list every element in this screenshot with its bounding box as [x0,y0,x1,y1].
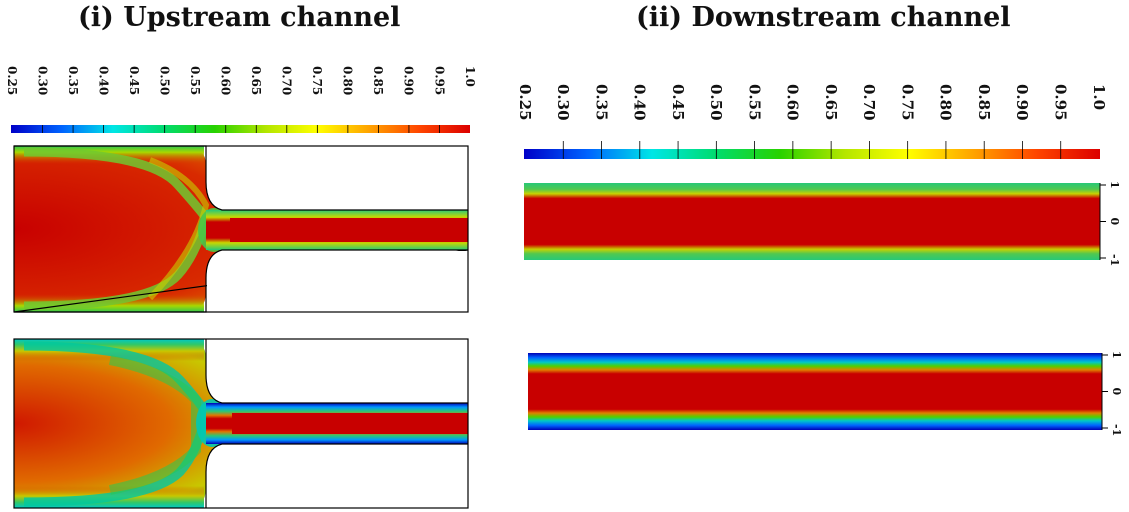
downstream-colorbar-tick-label: 0.90 [1013,84,1031,121]
upstream-colorbar-tick-label: 0.35 [66,66,80,95]
downstream-bottom-y-axis: 1 0 -1 [1102,351,1123,436]
upstream-colorbar-bar [11,125,470,133]
downstream-top-y-axis: 1 0 -1 [1100,181,1121,266]
upstream-colorbar-tick-labels: 0.25 0.30 0.35 0.40 0.45 0.50 0.55 0.60 0.65 0.70… [5,66,477,95]
upstream-colorbar-tick-label: 0.85 [371,66,385,95]
downstream-top-axis-tick-label: -1 [1108,254,1121,266]
upstream-colorbar: 0.25 0.30 0.35 0.40 0.45 0.50 0.55 0.60 0.65 0.70… [5,66,477,133]
downstream-colorbar-tick-labels: 0.25 0.30 0.35 0.40 0.45 0.50 0.55 0.60 0.65 0.70… [516,84,1108,121]
upstream-colorbar-tick-label: 0.45 [127,66,141,95]
upstream-colorbar-tick-label: 0.65 [249,66,263,95]
downstream-colorbar-tick-label: 0.80 [937,84,955,121]
upstream-colorbar-tick-label: 0.25 [5,66,19,95]
upstream-colorbar-tick-label: 0.80 [341,66,355,95]
upstream-top-domain [13,145,469,313]
downstream-colorbar-tick-label: 0.55 [745,84,763,121]
upstream-colorbar-ticks [42,125,440,133]
downstream-colorbar-ticks [562,141,1062,159]
downstream-title: (ii) Downstream channel [636,2,1011,33]
downstream-colorbar: 0.25 0.30 0.35 0.40 0.45 0.50 0.55 0.60 0.65 0.70… [516,84,1108,159]
downstream-colorbar-tick-label: 0.35 [592,84,610,121]
downstream-colorbar-tick-label: 0.85 [975,84,993,121]
upstream-colorbar-tick-label: 0.40 [96,66,110,95]
downstream-colorbar-tick-label: 0.45 [669,84,687,121]
downstream-colorbar-tick-label: 0.40 [631,84,649,121]
downstream-colorbar-tick-label: 0.25 [516,84,534,121]
upstream-colorbar-tick-label: 0.70 [280,66,294,95]
upstream-colorbar-tick-label: 1.0 [463,66,477,87]
upstream-colorbar-tick-label: 0.50 [157,66,171,95]
downstream-bottom-axis-tick-label: 0 [1110,388,1123,396]
downstream-colorbar-tick-label: 0.95 [1051,84,1069,121]
upstream-colorbar-tick-label: 0.60 [219,66,233,95]
downstream-colorbar-tick-label: 0.60 [784,84,802,121]
downstream-top-axis-tick-label: 0 [1108,218,1121,226]
downstream-bottom-axis-tick-label: 1 [1110,351,1123,359]
downstream-colorbar-bar [524,149,1100,159]
downstream-bottom-channel: 1 0 -1 [528,351,1123,436]
upstream-colorbar-tick-label: 0.95 [432,66,446,95]
upstream-colorbar-tick-label: 0.75 [310,66,324,95]
downstream-colorbar-tick-label: 0.30 [554,84,572,121]
upstream-bottom-domain [13,338,469,509]
downstream-bottom-axis-tick-label: -1 [1110,424,1123,436]
downstream-colorbar-tick-label: 0.75 [898,84,916,121]
upstream-colorbar-tick-label: 0.55 [188,66,202,95]
downstream-colorbar-tick-label: 1.0 [1090,84,1108,110]
upstream-colorbar-tick-label: 0.30 [35,66,49,95]
downstream-colorbar-tick-label: 0.65 [822,84,840,121]
downstream-colorbar-tick-label: 0.70 [860,84,878,121]
downstream-top-channel: 1 0 -1 [524,181,1121,266]
downstream-colorbar-tick-label: 0.50 [707,84,725,121]
upstream-title: (i) Upstream channel [78,2,401,33]
downstream-top-axis-tick-label: 1 [1108,181,1121,189]
upstream-colorbar-tick-label: 0.90 [402,66,416,95]
